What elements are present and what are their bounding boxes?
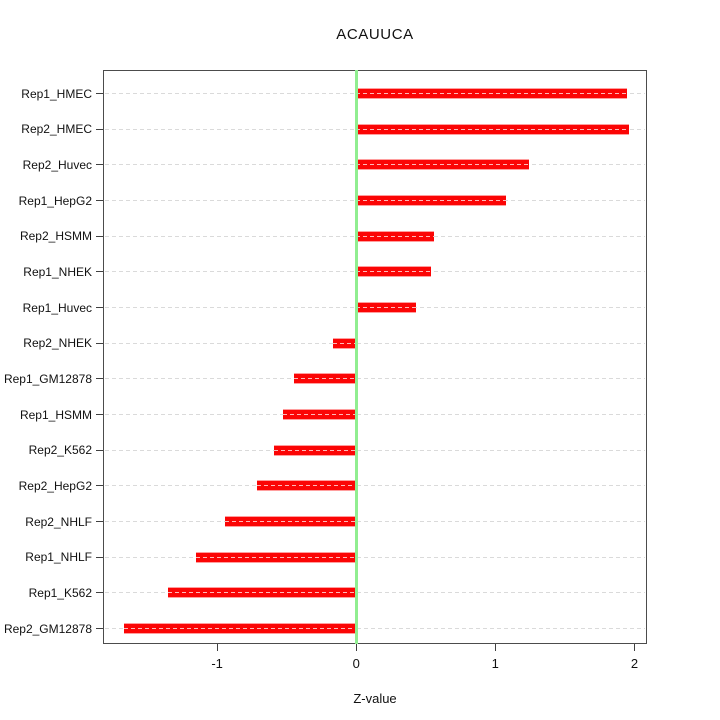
row-gridline (105, 485, 645, 486)
y-axis-label: Rep2_HepG2 (18, 478, 92, 493)
y-axis-tick (96, 343, 103, 344)
y-axis-tick (96, 200, 103, 201)
y-axis-label: Rep2_K562 (28, 443, 92, 458)
row-gridline (105, 450, 645, 451)
x-axis-tick (634, 644, 635, 651)
y-axis-label: Rep2_NHEK (23, 336, 92, 351)
y-axis-label: Rep1_NHLF (25, 550, 92, 565)
row-gridline (105, 592, 645, 593)
x-axis-tick-label: 0 (352, 656, 360, 671)
y-axis-label: Rep2_Huvec (22, 157, 92, 172)
y-axis-tick (96, 164, 103, 165)
bar-Rep1_HMEC (356, 88, 628, 99)
y-axis-label: Rep1_HepG2 (18, 193, 92, 208)
bar-Rep1_HSMM (282, 409, 357, 420)
y-axis-tick (96, 628, 103, 629)
bar-Rep1_GM12878 (293, 373, 357, 384)
y-axis-tick (96, 129, 103, 130)
y-axis-label: Rep1_HMEC (21, 86, 92, 101)
y-axis-tick (96, 93, 103, 94)
x-axis-tick (216, 644, 218, 651)
y-axis-label: Rep2_NHLF (25, 514, 92, 529)
row-gridline (105, 557, 645, 558)
x-axis-tick-label: 2 (630, 656, 639, 671)
bar-Rep2_HSMM (356, 231, 435, 242)
x-axis-tick (355, 644, 357, 651)
bar-Rep1_K562 (168, 587, 357, 598)
row-gridline (105, 414, 645, 415)
row-gridline (105, 521, 645, 522)
bar-Rep1_Huvec (356, 302, 416, 313)
bar-Rep2_NHLF (225, 516, 357, 527)
y-axis-tick (96, 378, 103, 379)
y-axis-label: Rep1_HSMM (19, 407, 92, 422)
x-axis-tick-label: 1 (491, 656, 499, 671)
y-axis-tick (96, 592, 103, 593)
y-axis-tick (96, 236, 103, 237)
bar-Rep2_HepG2 (257, 480, 357, 491)
y-axis-tick (96, 485, 103, 486)
x-axis-tick (494, 644, 496, 651)
bar-Rep2_HMEC (356, 124, 629, 135)
bar-Rep2_GM12878 (123, 623, 357, 634)
x-axis-label: Z-value (353, 691, 397, 706)
y-axis-label: Rep1_Huvec (22, 300, 92, 315)
y-axis-label: Rep2_GM12878 (3, 621, 92, 636)
y-axis-tick (96, 557, 103, 558)
y-axis-label: Rep1_GM12878 (3, 371, 92, 386)
bar-Rep2_K562 (274, 445, 357, 456)
bar-Rep2_NHEK (332, 338, 357, 349)
bar-Rep1_NHLF (196, 552, 357, 563)
chart-title: ACAUUCA (336, 26, 414, 43)
y-axis-tick (96, 307, 103, 308)
bar-Rep1_HepG2 (356, 195, 507, 206)
y-axis-label: Rep1_NHEK (23, 264, 92, 279)
y-axis-tick (96, 450, 103, 451)
x-axis-tick-label: -1 (211, 656, 223, 671)
y-axis-tick (96, 271, 103, 272)
bar-Rep2_Huvec (356, 159, 529, 170)
row-gridline (105, 628, 645, 629)
zero-line (354, 70, 358, 644)
row-gridline (105, 343, 645, 344)
y-axis-label: Rep1_K562 (28, 585, 92, 600)
y-axis-label: Rep2_HMEC (21, 122, 92, 137)
y-axis-tick (96, 521, 103, 522)
y-axis-label: Rep2_HSMM (19, 229, 92, 244)
row-gridline (105, 378, 645, 379)
bar-Rep1_NHEK (356, 266, 432, 277)
y-axis-tick (96, 414, 103, 415)
